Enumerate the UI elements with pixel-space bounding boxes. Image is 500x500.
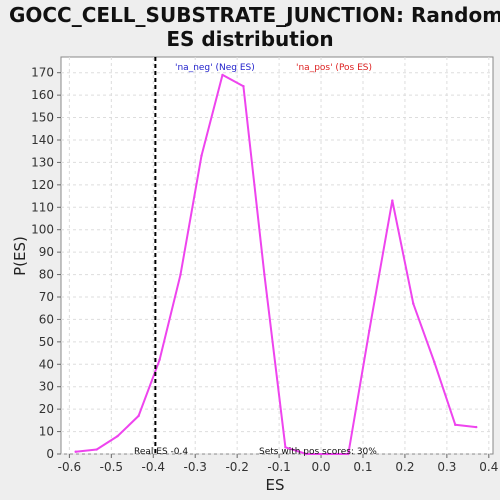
x-tick-label: 0.1 <box>353 460 372 474</box>
legend-neg: 'na_neg' (Neg ES) <box>175 63 255 73</box>
axis-ticks: 0 10 20 30 40 50 60 70 80 90 100 110 120 130 140 150 160… <box>31 66 498 474</box>
data-point <box>454 423 457 427</box>
pos-scores-label: Sets with pos scores: 30% <box>259 447 377 457</box>
y-tick-label: 50 <box>39 335 54 349</box>
data-point <box>116 434 119 438</box>
y-tick-label: 130 <box>31 155 54 169</box>
data-point <box>263 273 266 276</box>
y-tick-label: 10 <box>39 425 54 439</box>
y-tick-label: 80 <box>39 268 54 282</box>
data-point <box>326 452 329 456</box>
chart-title-line-2: ES distribution <box>166 27 333 51</box>
x-tick-label: 0.3 <box>437 460 456 474</box>
real-es-label: Real ES -0.4 <box>134 447 188 457</box>
legend-pos: 'na_pos' (Pos ES) <box>296 63 372 73</box>
y-tick-label: 160 <box>31 88 54 102</box>
y-tick-label: 40 <box>39 357 54 371</box>
data-point <box>200 154 203 157</box>
x-tick-label: -0.6 <box>58 460 81 474</box>
data-point <box>391 199 394 202</box>
y-tick-label: 60 <box>39 312 54 326</box>
x-tick-label: 0.0 <box>311 460 330 474</box>
y-tick-label: 30 <box>39 380 54 394</box>
data-point <box>433 360 436 364</box>
plot-area <box>60 56 494 455</box>
data-point <box>221 73 224 77</box>
x-tick-label: 0.2 <box>395 460 414 474</box>
data-point <box>179 273 182 276</box>
x-tick-label: -0.3 <box>184 460 207 474</box>
data-point <box>158 358 161 361</box>
x-tick-label: -0.4 <box>142 460 165 474</box>
data-point <box>284 446 287 449</box>
series-layer <box>74 73 478 456</box>
y-tick-label: 100 <box>31 223 54 237</box>
data-point <box>305 452 308 456</box>
data-point <box>74 450 77 453</box>
data-point <box>242 84 245 88</box>
data-point <box>347 452 350 456</box>
y-tick-label: 140 <box>31 133 54 147</box>
chart-title-line-1: GOCC_CELL_SUBSTRATE_JUNCTION: Random <box>9 3 500 27</box>
x-tick-label: -0.5 <box>100 460 123 474</box>
data-point <box>475 425 478 429</box>
y-tick-label: 20 <box>39 402 54 416</box>
x-tick-label: -0.2 <box>225 460 248 474</box>
y-tick-label: 0 <box>46 447 54 461</box>
y-tick-label: 110 <box>31 200 54 214</box>
data-point <box>412 302 415 305</box>
x-tick-label: 0.4 <box>479 460 498 474</box>
x-tick-label: -0.1 <box>267 460 290 474</box>
y-tick-label: 170 <box>31 66 54 80</box>
y-tick-label: 150 <box>31 111 54 125</box>
y-tick-label: 70 <box>39 290 54 304</box>
data-point <box>368 329 371 332</box>
data-point <box>137 414 140 418</box>
y-tick-label: 90 <box>39 245 54 259</box>
data-point <box>95 448 98 451</box>
grid-lines <box>61 57 493 455</box>
y-axis-label: P(ES) <box>11 236 29 276</box>
y-tick-label: 120 <box>31 178 54 192</box>
x-axis-label: ES <box>266 476 285 494</box>
series-line <box>75 73 477 455</box>
